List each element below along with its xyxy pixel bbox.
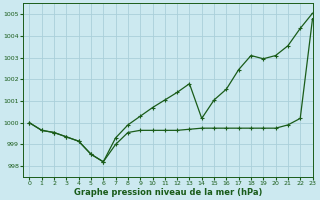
X-axis label: Graphe pression niveau de la mer (hPa): Graphe pression niveau de la mer (hPa)	[74, 188, 262, 197]
